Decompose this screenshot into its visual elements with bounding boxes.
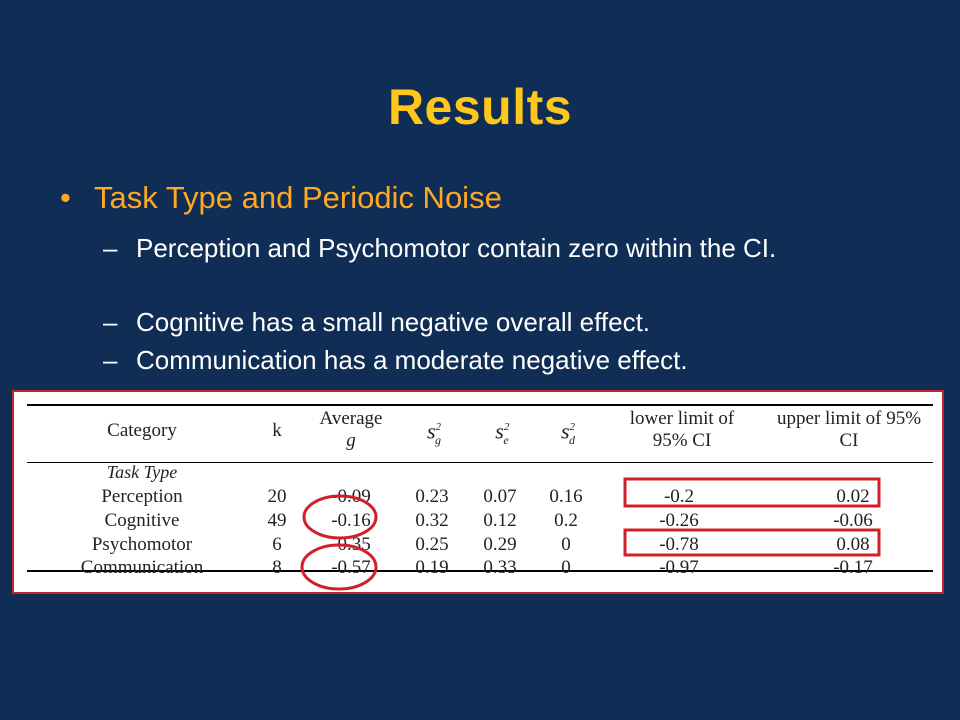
- row-cognitive-category: Cognitive: [104, 510, 180, 531]
- subpoint-text: Perception and Psychomotor contain zero …: [136, 233, 777, 263]
- row-perception-upper: 0.02: [836, 486, 870, 507]
- row-psychomotor-upper: 0.08: [836, 534, 870, 555]
- subpoint-1: – Perception and Psychomotor contain zero…: [103, 233, 876, 264]
- header-sg: s2g: [417, 416, 451, 451]
- row-communication-upper: -0.17: [833, 557, 873, 578]
- subpoint-3: – Communication has a moderate negative e…: [103, 345, 876, 376]
- row-cognitive-upper: -0.06: [833, 510, 873, 531]
- header-sd-sup: 2: [569, 421, 576, 433]
- row-communication-g: -0.57: [331, 557, 371, 578]
- header-sg-sub: g: [435, 432, 442, 447]
- row-psychomotor-sg: 0.25: [415, 534, 449, 555]
- row-perception-se: 0.07: [483, 486, 517, 507]
- row-perception-category: Perception: [101, 486, 183, 507]
- table-rule-header: [27, 462, 933, 463]
- row-cognitive-sd: 0.2: [554, 510, 578, 531]
- row-psychomotor-k: 6: [272, 534, 282, 555]
- row-cognitive-lower: -0.26: [659, 510, 699, 531]
- header-sg-s: s: [426, 418, 436, 444]
- slide-title: Results: [387, 79, 573, 135]
- row-communication-lower: -0.97: [659, 557, 699, 578]
- results-table: Category k Average g s2g s2e s2d lower l…: [27, 402, 933, 578]
- row-perception-k: 20: [267, 486, 287, 507]
- header-lower-line1: lower limit of: [629, 408, 735, 429]
- header-sd-sub: d: [569, 432, 576, 447]
- subpoint-text: Cognitive has a small negative overall e…: [136, 307, 651, 337]
- row-cognitive-se: 0.12: [483, 510, 517, 531]
- header-sg-sup: 2: [435, 421, 442, 433]
- header-k: k: [272, 420, 282, 441]
- row-communication-se: 0.33: [483, 557, 517, 578]
- header-lower-line2: 95% CI: [652, 430, 712, 451]
- table-rule-top: [27, 404, 933, 406]
- subpoint-text: Communication has a moderate negative ef…: [136, 345, 688, 375]
- bullet-main: • Task Type and Periodic Noise: [60, 180, 502, 216]
- header-category: Category: [107, 420, 177, 441]
- header-average-line1: Average: [319, 408, 383, 429]
- subpoint-marker: –: [103, 233, 118, 263]
- row-psychomotor-sd: 0: [561, 534, 571, 555]
- row-cognitive-k: 49: [267, 510, 287, 531]
- row-cognitive-sg: 0.32: [415, 510, 449, 531]
- header-sd: s2d: [551, 416, 585, 451]
- row-perception-sd: 0.16: [549, 486, 583, 507]
- row-psychomotor-g: -0.35: [331, 534, 371, 555]
- row-communication-k: 8: [272, 557, 282, 578]
- bullet-text: Task Type and Periodic Noise: [94, 180, 502, 215]
- bullet-marker: •: [60, 180, 71, 215]
- header-upper-limit: upper limit of 95% CI: [765, 408, 933, 452]
- row-psychomotor-se: 0.29: [483, 534, 517, 555]
- row-communication-category: Communication: [80, 557, 204, 578]
- row-psychomotor-lower: -0.78: [659, 534, 699, 555]
- row-communication-sg: 0.19: [415, 557, 449, 578]
- row-perception-lower: -0.2: [663, 486, 695, 507]
- subpoint-2: – Cognitive has a small negative overall …: [103, 307, 876, 338]
- header-upper-line2: CI: [839, 430, 859, 451]
- results-table-frame: Category k Average g s2g s2e s2d lower l…: [12, 390, 944, 594]
- subpoint-marker: –: [103, 345, 118, 375]
- subpoint-marker: –: [103, 307, 118, 337]
- header-average-line2: g: [346, 430, 356, 451]
- row-communication-sd: 0: [561, 557, 571, 578]
- header-se-sup: 2: [503, 421, 510, 433]
- header-sd-s: s: [560, 418, 570, 444]
- row-cognitive-g: -0.16: [331, 510, 371, 531]
- header-average: Average g: [305, 408, 397, 452]
- header-se-sub: e: [503, 432, 509, 447]
- table-rule-bottom: [27, 570, 933, 572]
- header-lower-limit: lower limit of 95% CI: [611, 408, 753, 452]
- section-label: Task Type: [106, 462, 178, 482]
- row-perception-sg: 0.23: [415, 486, 449, 507]
- header-se-s: s: [495, 418, 504, 444]
- row-perception-g: -0.09: [331, 486, 371, 507]
- header-upper-line1: upper limit of 95%: [776, 408, 922, 429]
- header-se: s2e: [485, 416, 519, 451]
- row-psychomotor-category: Psychomotor: [91, 534, 193, 555]
